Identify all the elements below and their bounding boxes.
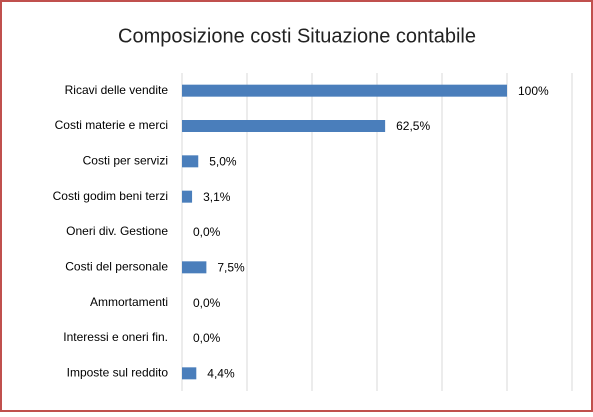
y-tick-label: Imposte sul reddito: [67, 366, 169, 380]
data-label: 4,4%: [207, 367, 235, 381]
y-tick-label: Costi materie e merci: [55, 118, 168, 132]
data-label: 62,5%: [396, 119, 430, 133]
data-label: 7,5%: [217, 261, 245, 275]
y-tick-label: Costi del personale: [65, 260, 168, 274]
y-tick-label: Interessi e oneri fin.: [63, 330, 168, 344]
y-tick-label: Oneri div. Gestione: [66, 224, 168, 238]
bar: [182, 155, 199, 168]
bar: [182, 84, 507, 97]
y-tick-label: Ammortamenti: [90, 295, 168, 309]
data-label: 0,0%: [193, 296, 221, 310]
y-tick-label: Costi godim beni terzi: [53, 189, 168, 203]
bar: [182, 190, 193, 203]
data-label: 100%: [518, 84, 549, 98]
bar: [182, 367, 197, 380]
y-tick-label: Costi per servizi: [83, 154, 168, 168]
data-label: 3,1%: [203, 190, 231, 204]
data-label: 0,0%: [193, 331, 221, 345]
bar: [182, 120, 386, 132]
y-tick-label: Ricavi delle vendite: [65, 83, 169, 97]
data-label: 0,0%: [193, 225, 221, 239]
bar: [182, 261, 207, 274]
chart-title: Composizione costi Situazione contabile: [118, 25, 476, 47]
data-label: 5,0%: [209, 155, 237, 169]
